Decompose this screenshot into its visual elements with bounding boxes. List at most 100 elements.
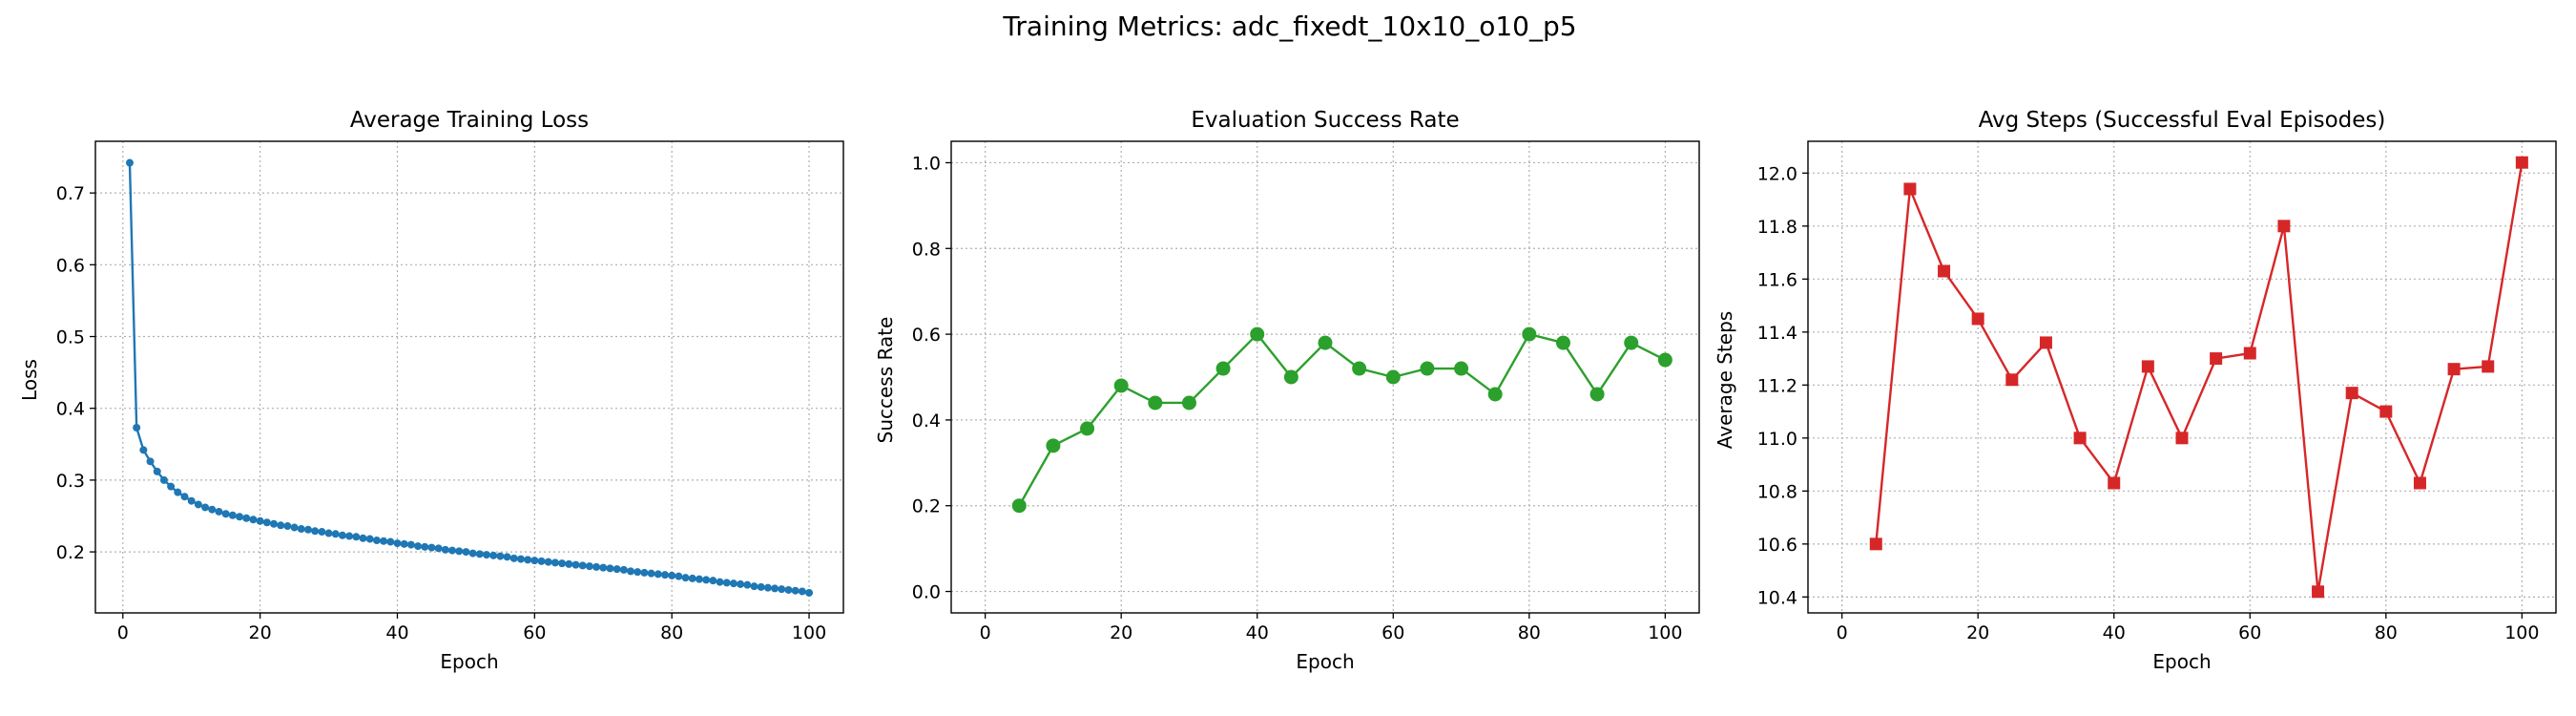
data-point	[2379, 405, 2393, 418]
data-point	[619, 565, 628, 574]
data-point	[400, 539, 408, 548]
data-point	[763, 583, 772, 592]
y-tick-label: 10.8	[1757, 481, 1797, 502]
data-point	[503, 553, 511, 561]
data-point	[551, 558, 559, 567]
data-point	[771, 584, 779, 593]
data-point	[146, 457, 155, 466]
data-point	[627, 567, 635, 576]
x-tick-label: 100	[792, 622, 826, 643]
data-point	[660, 571, 669, 579]
y-tick-label: 10.6	[1757, 535, 1797, 556]
data-point	[414, 542, 423, 551]
y-axis-label: Success Rate	[874, 317, 897, 444]
data-point	[757, 582, 765, 591]
data-point	[2243, 347, 2256, 360]
x-tick-label: 40	[385, 622, 408, 643]
chart-title: Avg Steps (Successful Eval Episodes)	[1979, 108, 2386, 133]
data-point	[475, 550, 484, 558]
data-point	[448, 546, 457, 555]
data-point	[174, 488, 182, 496]
axes-frame	[94, 140, 844, 614]
data-point	[139, 446, 148, 454]
y-tick-label: 11.4	[1757, 323, 1797, 344]
data-point	[345, 532, 354, 540]
data-point	[530, 557, 539, 565]
data-point	[221, 510, 230, 518]
chart-title: Evaluation Success Rate	[1191, 108, 1459, 133]
data-point	[2141, 360, 2154, 373]
data-point	[558, 559, 567, 568]
data-point	[352, 533, 361, 541]
data-point	[784, 585, 793, 594]
data-point	[1318, 335, 1333, 350]
data-point	[290, 523, 299, 532]
data-point	[1046, 438, 1061, 453]
data-point	[2345, 387, 2358, 400]
data-point	[544, 558, 552, 566]
data-point	[256, 516, 264, 525]
data-point	[647, 569, 655, 578]
data-point	[180, 493, 189, 501]
data-point	[1080, 421, 1095, 436]
data-point	[2108, 476, 2121, 490]
data-point	[716, 578, 724, 586]
data-point	[262, 518, 271, 527]
plot-area: 0 20 40 60 80 100 0.2 0.3 0.4 0.5 0.6 0.7	[56, 140, 844, 643]
y-tick-label: 0.2	[56, 542, 85, 563]
x-tick-label: 80	[1518, 622, 1541, 643]
data-point	[468, 549, 477, 558]
x-axis-label: Epoch	[1296, 650, 1354, 673]
y-tick-label: 0.7	[56, 183, 85, 204]
x-tick-label: 40	[1246, 622, 1269, 643]
data-point	[1148, 395, 1163, 411]
data-point	[1522, 326, 1537, 342]
x-tick-label: 40	[2103, 622, 2126, 643]
data-point	[2482, 360, 2495, 373]
subplot-success-rate: Evaluation Success Rate Epoch Success Ra…	[874, 108, 1700, 673]
x-tick-label: 60	[523, 622, 546, 643]
data-point	[249, 516, 258, 524]
data-point	[159, 475, 168, 484]
data-point	[2005, 373, 2019, 387]
data-point	[654, 570, 662, 579]
data-point	[2312, 585, 2325, 599]
data-point	[297, 525, 305, 534]
data-point	[496, 552, 505, 560]
data-point	[242, 514, 251, 522]
data-point	[2039, 336, 2052, 349]
x-tick-label: 100	[2504, 622, 2539, 643]
data-point	[2210, 352, 2223, 366]
data-point	[585, 562, 593, 571]
plot-area: 0 20 40 60 80 100 10.4 10.6 10.8 11.0 11.2 11.4 11.6…	[1757, 140, 2557, 643]
data-point	[668, 571, 676, 579]
y-tick-label: 0.5	[56, 327, 85, 348]
data-point	[421, 542, 429, 551]
data-point	[303, 525, 312, 534]
data-point	[2277, 220, 2291, 233]
data-point	[640, 568, 649, 577]
data-point	[283, 522, 292, 531]
data-point	[675, 572, 683, 580]
y-tick-label: 0.4	[912, 411, 941, 432]
data-point	[1181, 395, 1196, 411]
chart-title: Average Training Loss	[350, 108, 589, 133]
data-point	[1215, 361, 1231, 376]
data-point	[1011, 498, 1027, 514]
data-point	[578, 561, 587, 570]
data-point	[277, 521, 285, 530]
data-point	[311, 527, 320, 536]
data-point	[2413, 476, 2426, 490]
data-point	[606, 564, 614, 573]
data-point	[1385, 369, 1401, 385]
data-point	[798, 587, 806, 596]
data-point	[1657, 352, 1672, 368]
data-point	[778, 585, 786, 594]
data-point	[524, 556, 532, 564]
data-point	[1971, 312, 1984, 326]
data-point	[228, 511, 237, 519]
data-point	[359, 534, 367, 542]
data-point	[194, 500, 202, 509]
y-tick-label: 11.8	[1757, 217, 1797, 238]
data-point	[1420, 361, 1435, 376]
